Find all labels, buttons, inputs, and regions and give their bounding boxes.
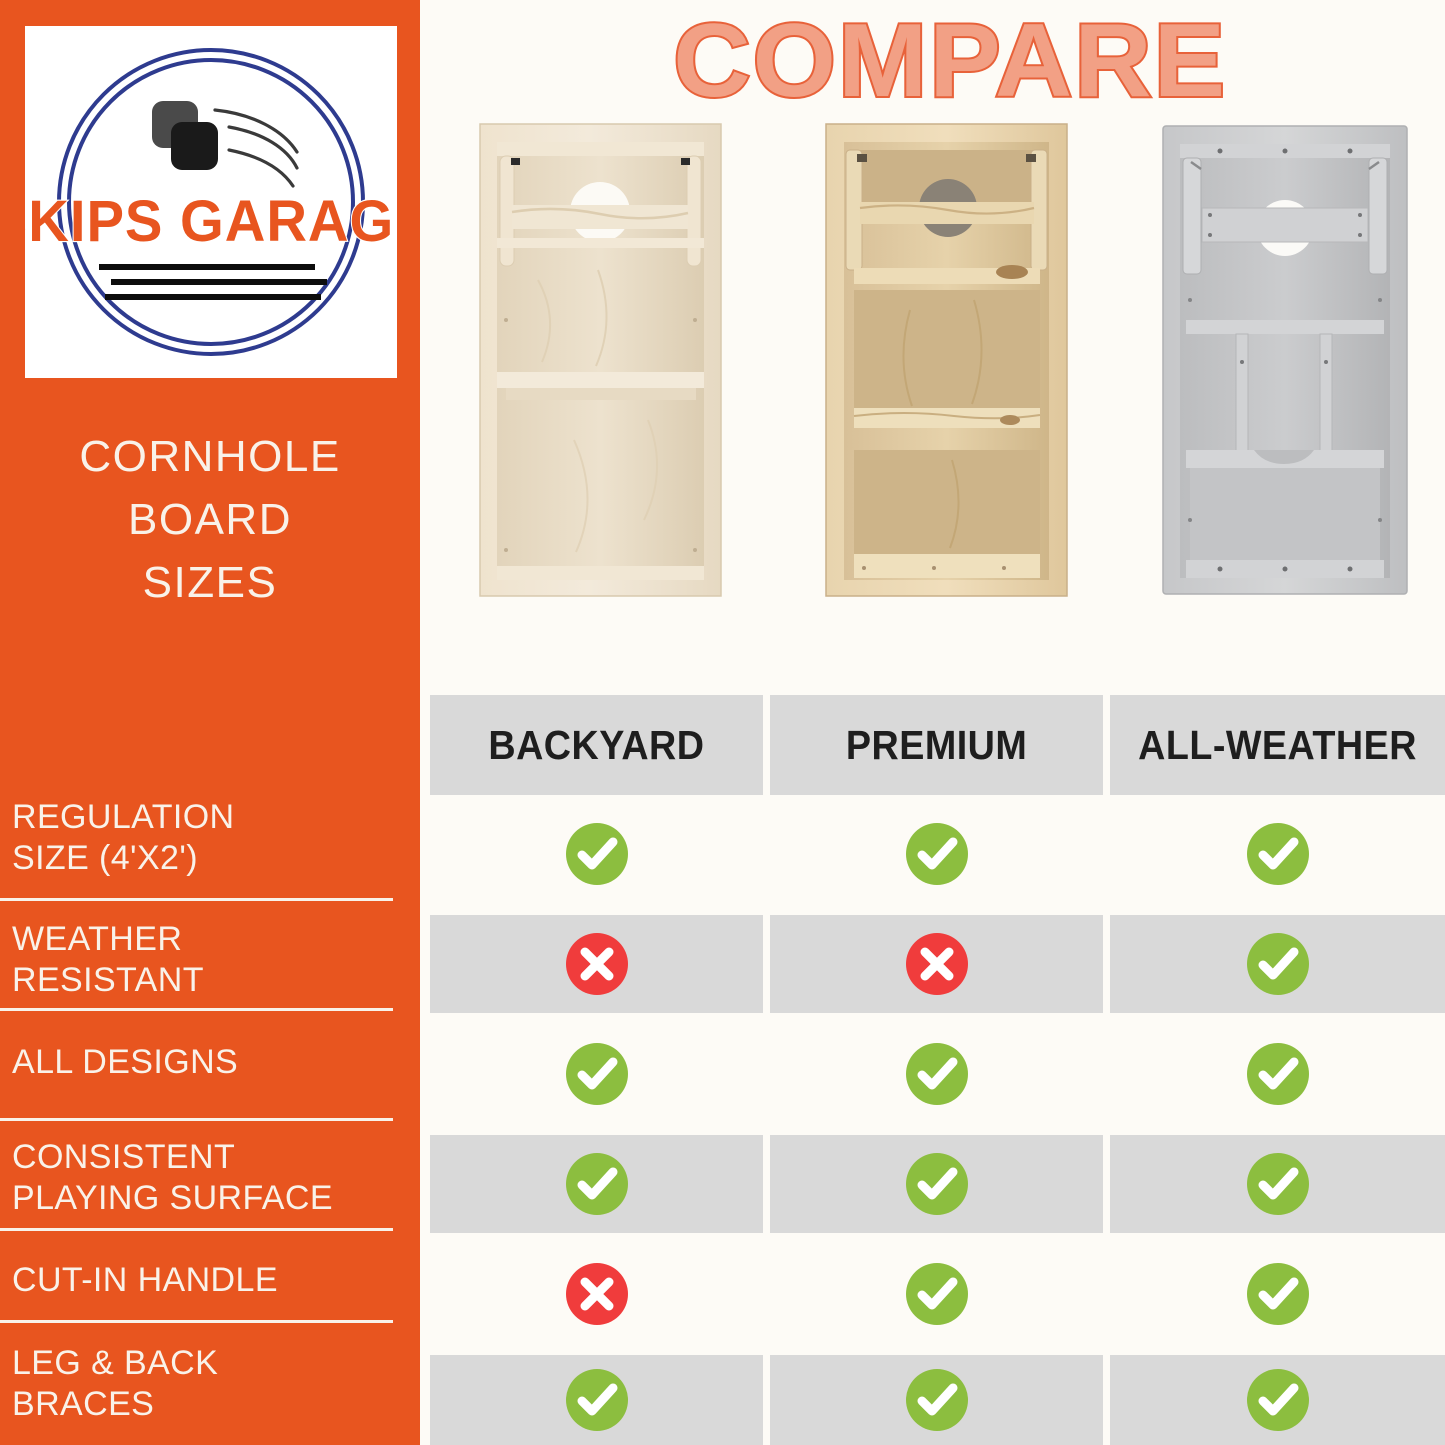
all-weather-cornhole-board-photo bbox=[1162, 125, 1408, 595]
page-title-line-2: BOARD bbox=[128, 495, 292, 544]
feature-line: WEATHER bbox=[12, 920, 183, 958]
table-cell-premium bbox=[770, 1355, 1103, 1445]
feature-separator bbox=[0, 898, 393, 901]
green-check-icon bbox=[1246, 933, 1309, 995]
table-cell-backyard bbox=[430, 1355, 763, 1445]
table-row bbox=[430, 1135, 1445, 1233]
feature-line: CONSISTENT bbox=[12, 1138, 236, 1176]
table-row bbox=[430, 805, 1445, 903]
column-header-premium: PREMIUM bbox=[770, 695, 1103, 795]
column-header-backyard: BACKYARD bbox=[430, 695, 763, 795]
table-cell-all-weather bbox=[1110, 915, 1445, 1013]
table-row bbox=[430, 1025, 1445, 1123]
green-check-icon bbox=[565, 1369, 628, 1431]
table-header-row: BACKYARD PREMIUM ALL-WEATHER bbox=[430, 695, 1445, 795]
table-cell-premium bbox=[770, 1245, 1103, 1343]
green-check-icon bbox=[1246, 1263, 1309, 1325]
green-check-icon bbox=[565, 1043, 628, 1105]
premium-cornhole-board-photo bbox=[825, 123, 1068, 597]
table-row bbox=[430, 915, 1445, 1013]
compare-title-text: COMPARE bbox=[673, 8, 1227, 118]
page-title-line-1: CORNHOLE bbox=[79, 432, 341, 481]
table-cell-all-weather bbox=[1110, 1025, 1445, 1123]
feature-label-leg-back-braces: LEG & BACK BRACES bbox=[12, 1334, 412, 1434]
green-check-icon bbox=[1246, 823, 1309, 885]
backyard-cornhole-board-photo bbox=[479, 123, 722, 597]
table-cell-backyard bbox=[430, 1135, 763, 1233]
table-cell-all-weather bbox=[1110, 1245, 1445, 1343]
logo-wordmark: SKIPS GARAGE bbox=[25, 189, 397, 254]
feature-line: REGULATION bbox=[12, 798, 235, 836]
table-cell-backyard bbox=[430, 805, 763, 903]
table-cell-all-weather bbox=[1110, 1135, 1445, 1233]
feature-label-all-designs: ALL DESIGNS bbox=[12, 1022, 412, 1102]
feature-line: SIZE (4'X2') bbox=[12, 839, 198, 877]
column-header-label: BACKYARD bbox=[488, 721, 705, 768]
feature-label-consistent-playing-surface: CONSISTENT PLAYING SURFACE bbox=[12, 1128, 412, 1228]
table-cell-all-weather bbox=[1110, 805, 1445, 903]
column-header-label: PREMIUM bbox=[845, 721, 1028, 768]
feature-separator bbox=[0, 1008, 393, 1011]
table-row bbox=[430, 1355, 1445, 1445]
green-check-icon bbox=[1246, 1369, 1309, 1431]
feature-line: CUT-IN HANDLE bbox=[12, 1260, 278, 1299]
feature-separator bbox=[0, 1118, 393, 1121]
feature-separator bbox=[0, 1228, 393, 1231]
feature-line: BRACES bbox=[12, 1385, 155, 1423]
feature-label-cut-in-handle: CUT-IN HANDLE bbox=[12, 1240, 412, 1320]
feature-line: ALL DESIGNS bbox=[12, 1042, 239, 1081]
feature-line: PLAYING SURFACE bbox=[12, 1179, 333, 1217]
table-row bbox=[430, 1245, 1445, 1343]
table-cell-backyard bbox=[430, 915, 763, 1013]
brand-logo-card: SKIPS GARAGE bbox=[25, 26, 397, 378]
page-title-line-3: SIZES bbox=[142, 558, 278, 607]
table-cell-all-weather bbox=[1110, 1355, 1445, 1445]
table-cell-premium bbox=[770, 1135, 1103, 1233]
table-cell-premium bbox=[770, 1025, 1103, 1123]
green-check-icon bbox=[905, 1043, 968, 1105]
comparison-table: BACKYARD PREMIUM ALL-WEATHER bbox=[430, 695, 1445, 1445]
green-check-icon bbox=[905, 1369, 968, 1431]
page-title: CORNHOLE BOARD SIZES bbox=[0, 425, 420, 614]
feature-line: RESISTANT bbox=[12, 961, 204, 999]
green-check-icon bbox=[1246, 1153, 1309, 1215]
green-check-icon bbox=[905, 1153, 968, 1215]
table-cell-premium bbox=[770, 915, 1103, 1013]
green-check-icon bbox=[565, 1153, 628, 1215]
table-cell-backyard bbox=[430, 1025, 763, 1123]
feature-separator bbox=[0, 1320, 393, 1323]
table-cell-backyard bbox=[430, 1245, 763, 1343]
green-check-icon bbox=[905, 1263, 968, 1325]
table-cell-premium bbox=[770, 805, 1103, 903]
feature-line: LEG & BACK bbox=[12, 1344, 219, 1382]
skips-garage-logo: SKIPS GARAGE bbox=[25, 48, 397, 356]
column-header-label: ALL-WEATHER bbox=[1138, 721, 1417, 768]
feature-label-regulation-size: REGULATION SIZE (4'X2') bbox=[12, 788, 412, 888]
green-check-icon bbox=[1246, 1043, 1309, 1105]
feature-label-weather-resistant: WEATHER RESISTANT bbox=[12, 910, 412, 1010]
sidebar-panel: SKIPS GARAGE CORNHOLE BOARD SIZES REGULA… bbox=[0, 0, 420, 1445]
red-x-icon bbox=[565, 1263, 628, 1325]
green-check-icon bbox=[565, 823, 628, 885]
product-images bbox=[430, 120, 1445, 680]
red-x-icon bbox=[905, 933, 968, 995]
green-check-icon bbox=[905, 823, 968, 885]
column-header-all-weather: ALL-WEATHER bbox=[1110, 695, 1445, 795]
red-x-icon bbox=[565, 933, 628, 995]
compare-title: COMPARE bbox=[600, 8, 1300, 118]
